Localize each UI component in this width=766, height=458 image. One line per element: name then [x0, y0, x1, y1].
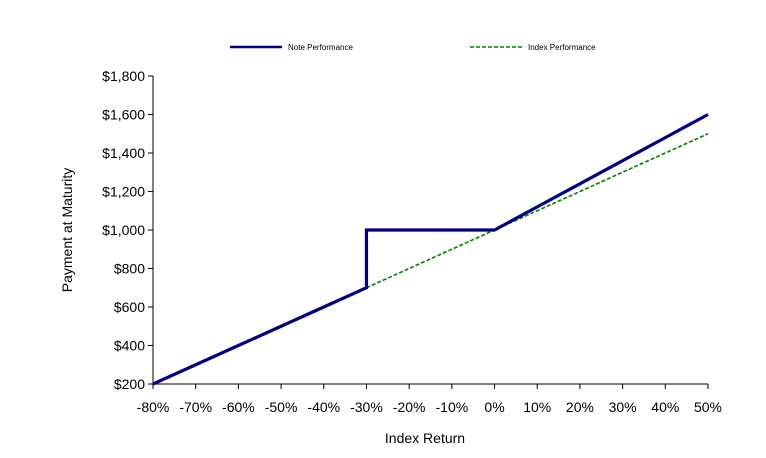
x-tick-label: 20% [566, 399, 594, 415]
series [152, 113, 709, 386]
y-tick-label: $1,000 [102, 222, 145, 238]
legend: Note Performance Index Performance [230, 43, 596, 52]
x-tick-label: -10% [436, 399, 469, 415]
y-tick-label: $1,400 [102, 145, 145, 161]
x-tick-label: 40% [651, 399, 679, 415]
y-tick-label: $800 [114, 261, 145, 277]
x-tick-label: -50% [265, 399, 298, 415]
y-axis-label: Payment at Maturity [59, 168, 75, 293]
series-line-note [152, 113, 709, 386]
x-tick-label: 50% [694, 399, 722, 415]
y-tick-label: $1,200 [102, 184, 145, 200]
y-tick-label: $1,600 [102, 107, 145, 123]
x-tick-label: -40% [307, 399, 340, 415]
series-line-index [152, 133, 709, 385]
legend-label: Note Performance [288, 43, 353, 52]
y-tick-label: $200 [114, 376, 145, 392]
x-axis-label: Index Return [385, 430, 465, 446]
axes: $200 $400 $600 $800 $1,000 $1,200 $1,400 $1,600… [102, 68, 722, 415]
x-tick-label: -20% [393, 399, 426, 415]
y-tick-label: $1,800 [102, 68, 145, 84]
x-tick-label: -60% [222, 399, 255, 415]
y-tick-label: $400 [114, 338, 145, 354]
legend-label: Index Performance [528, 43, 596, 52]
x-tick-label: 30% [609, 399, 637, 415]
y-tick-label: $600 [114, 299, 145, 315]
x-tick-label: -70% [179, 399, 212, 415]
x-tick-label: -80% [137, 399, 170, 415]
x-tick-label: -30% [350, 399, 383, 415]
x-tick-label: 10% [523, 399, 551, 415]
x-tick-label: 0% [484, 399, 504, 415]
